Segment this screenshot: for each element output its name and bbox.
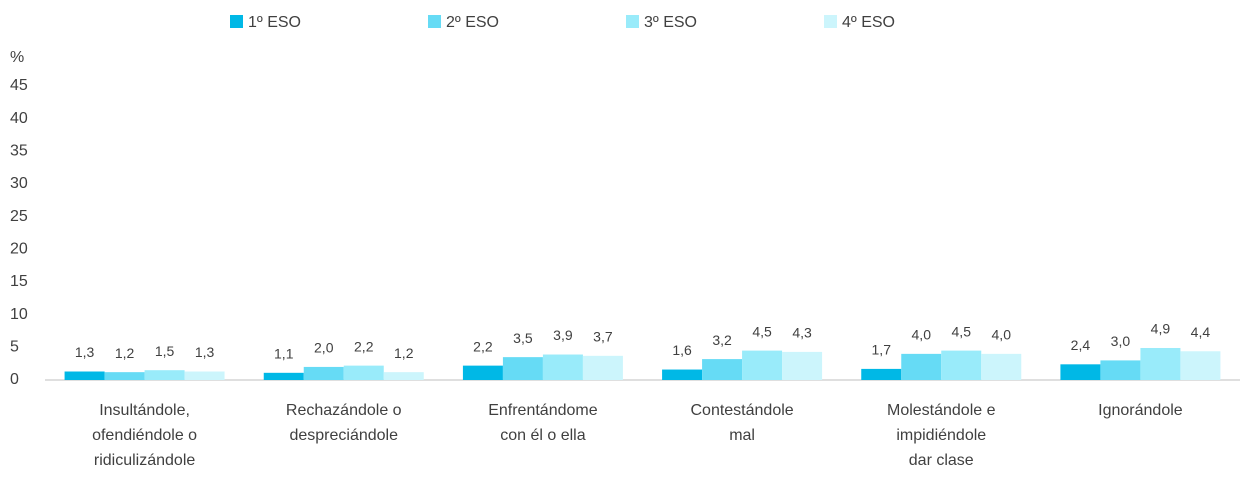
legend-swatch <box>428 15 441 28</box>
value-label: 2,4 <box>1071 337 1091 353</box>
y-axis-label: % <box>10 49 24 66</box>
y-tick-label: 45 <box>10 77 28 94</box>
value-label: 3,2 <box>712 332 732 348</box>
legend-label: 3º ESO <box>644 14 697 31</box>
value-label: 3,9 <box>553 327 573 343</box>
bar <box>702 359 743 380</box>
bar <box>64 371 105 380</box>
bar <box>184 371 225 380</box>
x-tick-label: Contestándole <box>690 402 793 419</box>
y-tick-label: 30 <box>10 175 28 192</box>
value-label: 2,2 <box>473 338 493 354</box>
value-label: 1,6 <box>672 342 692 358</box>
y-tick-label: 35 <box>10 143 28 160</box>
x-tick-label: ofendiéndole o <box>92 427 197 444</box>
legend-label: 2º ESO <box>446 14 499 31</box>
value-label: 3,7 <box>593 329 613 345</box>
value-label: 4,0 <box>912 327 932 343</box>
bar <box>782 351 823 380</box>
bar <box>303 366 344 380</box>
x-tick-label: Molestándole e <box>887 402 996 419</box>
value-label: 4,3 <box>792 325 812 341</box>
legend-label: 1º ESO <box>248 14 301 31</box>
x-tick-label: Rechazándole o <box>286 402 402 419</box>
bar <box>542 354 583 380</box>
x-tick-label: con él o ella <box>500 427 585 444</box>
value-label: 4,5 <box>752 323 772 339</box>
bar <box>861 368 902 380</box>
bar <box>343 365 384 380</box>
bar <box>901 353 942 380</box>
y-tick-label: 10 <box>10 306 28 323</box>
bar <box>1140 347 1181 380</box>
x-tick-label: dar clase <box>909 452 974 469</box>
value-label: 4,9 <box>1151 321 1171 337</box>
x-tick-label: impidiéndole <box>896 427 986 444</box>
value-label: 2,2 <box>354 338 374 354</box>
x-tick-label: ridiculizándole <box>94 452 195 469</box>
x-tick-label: Enfrentándome <box>488 402 598 419</box>
legend-swatch <box>230 15 243 28</box>
bar <box>1100 360 1141 380</box>
legend-swatch <box>824 15 837 28</box>
value-label: 1,3 <box>75 344 95 360</box>
bar <box>662 369 703 380</box>
value-label: 3,5 <box>513 330 533 346</box>
value-label: 2,0 <box>314 340 334 356</box>
y-tick-label: 15 <box>10 273 28 290</box>
x-tick-label: despreciándole <box>289 427 398 444</box>
bar <box>742 350 783 380</box>
value-label: 1,2 <box>115 345 135 361</box>
bar <box>1180 351 1221 380</box>
bar <box>981 353 1022 380</box>
value-label: 4,4 <box>1191 324 1211 340</box>
y-tick-label: 20 <box>10 241 28 258</box>
legend-label: 4º ESO <box>842 14 895 31</box>
y-tick-label: 25 <box>10 208 28 225</box>
bar <box>1060 364 1101 380</box>
value-label: 4,5 <box>952 323 972 339</box>
value-label: 1,5 <box>155 343 175 359</box>
bar <box>144 370 185 380</box>
legend-swatch <box>626 15 639 28</box>
x-tick-label: mal <box>729 427 755 444</box>
bar <box>941 350 982 380</box>
value-label: 3,0 <box>1111 333 1131 349</box>
value-label: 1,1 <box>274 346 294 362</box>
value-label: 1,3 <box>195 344 215 360</box>
y-tick-label: 40 <box>10 110 28 127</box>
bar <box>582 355 623 380</box>
y-tick-label: 0 <box>10 371 19 388</box>
value-label: 4,0 <box>992 327 1012 343</box>
value-label: 1,2 <box>394 345 414 361</box>
bar <box>383 372 424 380</box>
bar <box>462 365 503 380</box>
bar <box>263 372 304 380</box>
x-tick-label: Insultándole, <box>99 402 190 419</box>
x-tick-label: Ignorándole <box>1098 402 1183 419</box>
bar <box>502 357 543 380</box>
y-tick-label: 5 <box>10 339 19 356</box>
bar <box>104 372 145 380</box>
value-label: 1,7 <box>872 342 892 358</box>
